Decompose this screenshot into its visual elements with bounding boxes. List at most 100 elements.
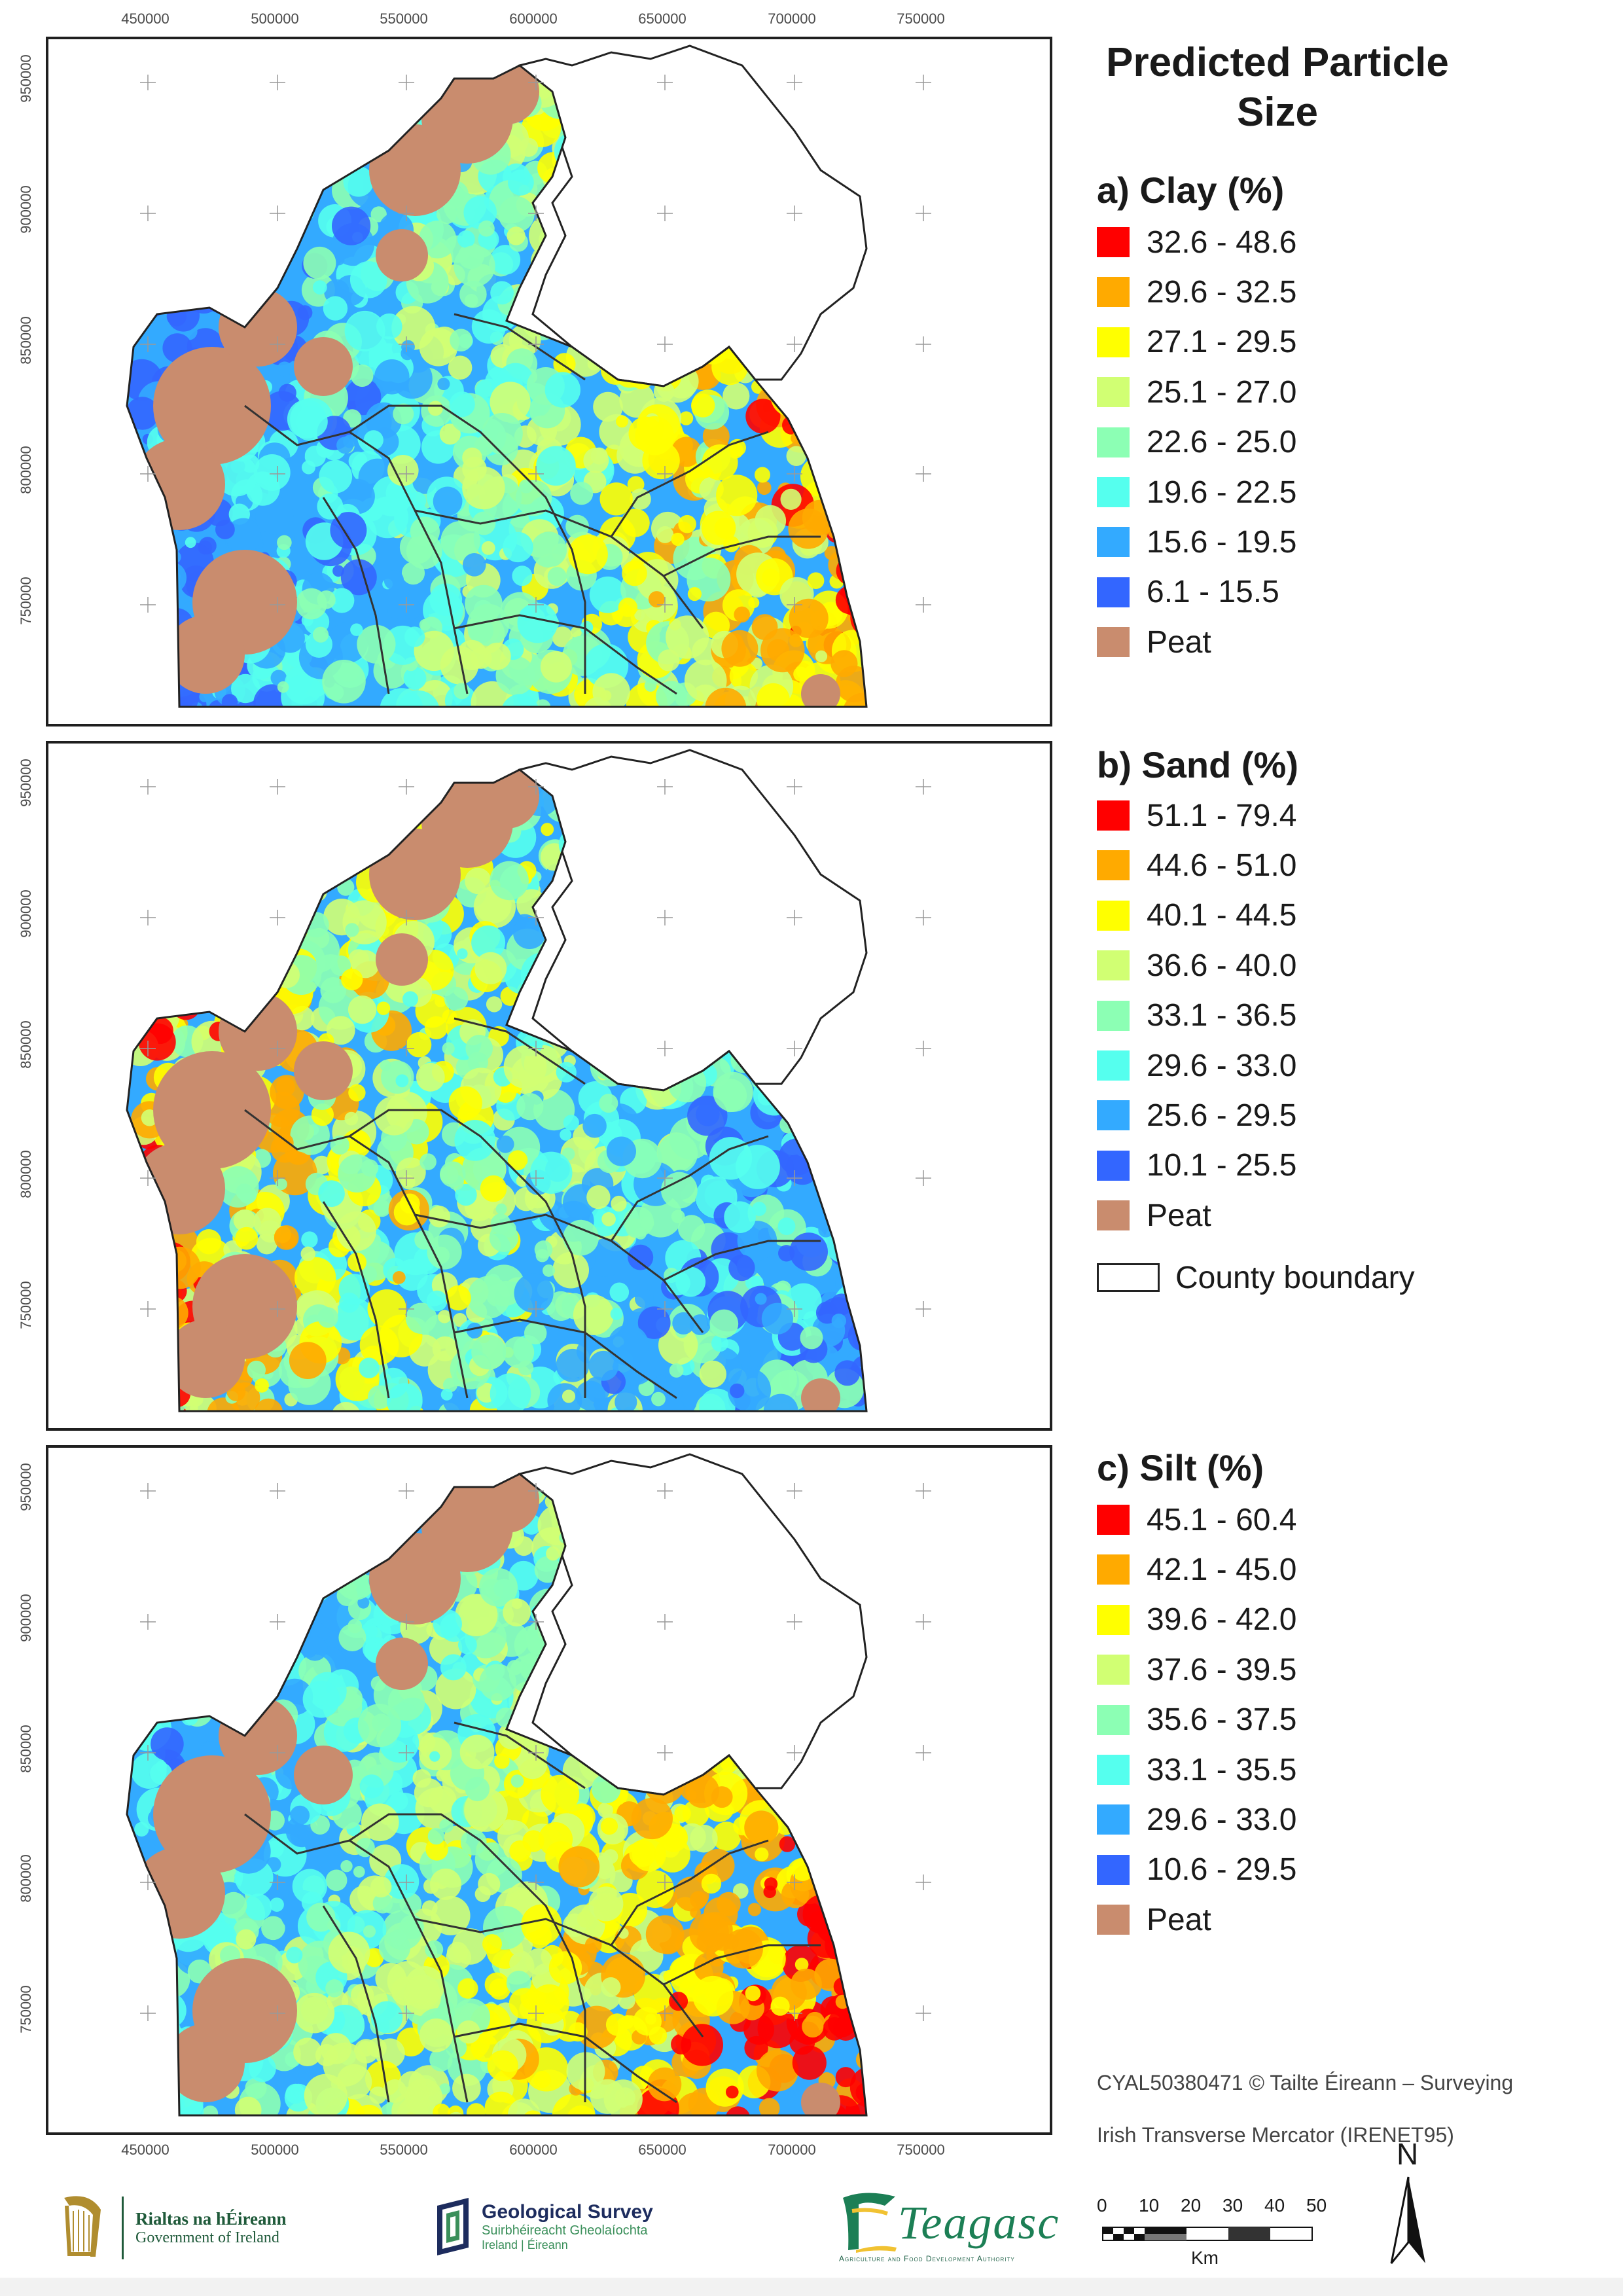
raster-cell (622, 560, 647, 586)
raster-cell (836, 65, 866, 95)
raster-cell (302, 1535, 336, 1568)
raster-cell (479, 1568, 518, 1607)
teagasc-wordmark: Teagasc (898, 2196, 1060, 2249)
raster-cell (849, 2066, 866, 2108)
raster-cell (154, 1295, 188, 1330)
legend-swatch (1097, 1804, 1130, 1835)
raster-cell (128, 564, 171, 607)
raster-cell (786, 446, 807, 466)
raster-cell (839, 1474, 866, 1505)
raster-cell (388, 770, 417, 787)
raster-cell (412, 1769, 431, 1788)
raster-cell (849, 77, 866, 110)
raster-cell (290, 770, 326, 803)
raster-cell (817, 399, 830, 412)
raster-cell (832, 512, 847, 527)
raster-cell (721, 630, 758, 667)
raster-cell (321, 808, 346, 833)
raster-cell (701, 511, 736, 545)
raster-cell (296, 406, 328, 438)
raster-cell (250, 84, 289, 123)
raster-cell (139, 176, 151, 188)
raster-cell (336, 1503, 372, 1539)
raster-cell (273, 264, 285, 275)
raster-cell (321, 81, 361, 120)
raster-cell (222, 1618, 245, 1640)
raster-cell (277, 681, 289, 693)
raster-cell (212, 864, 223, 875)
raster-cell (713, 1071, 753, 1112)
raster-cell (343, 1498, 366, 1521)
raster-cell (198, 792, 214, 807)
raster-cell (552, 626, 573, 647)
legend-title-line1: Predicted Particle (1106, 40, 1449, 85)
raster-cell (857, 1157, 866, 1183)
map-silt (126, 1453, 931, 2117)
raster-cell (138, 800, 168, 830)
raster-cell (136, 1611, 165, 1641)
raster-cell (160, 1547, 181, 1568)
raster-cell (145, 1313, 169, 1338)
raster-cell (369, 2086, 387, 2104)
legend-label: 29.6 - 32.5 (1147, 274, 1297, 310)
county-boundary-line (244, 404, 469, 694)
raster-cell (226, 127, 268, 170)
raster-cell (419, 328, 458, 367)
raster-cell (829, 347, 841, 359)
raster-cell (690, 1314, 711, 1335)
raster-cell (157, 843, 181, 867)
raster-cell (235, 1227, 259, 1250)
raster-cell (611, 1195, 627, 1212)
raster-cell (489, 1978, 510, 2000)
raster-cell (188, 779, 234, 824)
raster-cell (454, 1120, 496, 1161)
raster-cell (236, 1632, 275, 1670)
raster-cell (416, 1062, 445, 1092)
raster-cell (304, 67, 317, 80)
raster-cell (419, 2018, 454, 2053)
raster-cell (207, 232, 242, 268)
raster-cell (242, 274, 270, 302)
peat-area (134, 439, 225, 530)
raster-cell (755, 505, 787, 537)
raster-cell (428, 1206, 451, 1228)
raster-cell (830, 1200, 866, 1242)
raster-cell (449, 391, 475, 418)
raster-cell (366, 800, 406, 841)
raster-cell (346, 1489, 380, 1522)
raster-cell (255, 1567, 279, 1590)
raster-cell (236, 930, 249, 942)
y-tick: 800000 (18, 1150, 34, 1198)
raster-cell (329, 588, 355, 613)
raster-cell (843, 1939, 866, 1973)
raster-cell (734, 606, 750, 623)
raster-cell (236, 1929, 257, 1950)
legend-label: Peat (1147, 1902, 1211, 1937)
raster-cell (796, 660, 815, 680)
legend-swatch (1097, 1554, 1130, 1585)
raster-cell (351, 364, 374, 387)
raster-cell (202, 2106, 219, 2115)
raster-cell (762, 568, 780, 587)
raster-cell (298, 819, 319, 840)
legend-label: 25.6 - 29.5 (1147, 1098, 1297, 1133)
raster-cell (846, 1838, 866, 1878)
raster-cell (213, 1587, 239, 1613)
raster-cell (855, 104, 866, 139)
legend-swatch (1097, 527, 1130, 558)
raster-cell (259, 232, 283, 257)
legend-item: 10.6 - 29.5 (1097, 1850, 1297, 1890)
raster-cell (159, 865, 181, 888)
raster-cell (512, 1598, 523, 1609)
raster-cell (283, 802, 327, 846)
raster-cell (217, 150, 231, 164)
raster-cell (218, 289, 241, 312)
raster-cell (353, 1131, 367, 1144)
raster-cell (332, 770, 357, 795)
raster-cell (162, 785, 204, 827)
raster-cell (249, 162, 270, 183)
raster-cell (347, 1252, 367, 1272)
raster-cell (762, 1474, 802, 1498)
raster-cell (804, 1509, 828, 1534)
gov-name-english: Government of Ireland (135, 2229, 279, 2246)
